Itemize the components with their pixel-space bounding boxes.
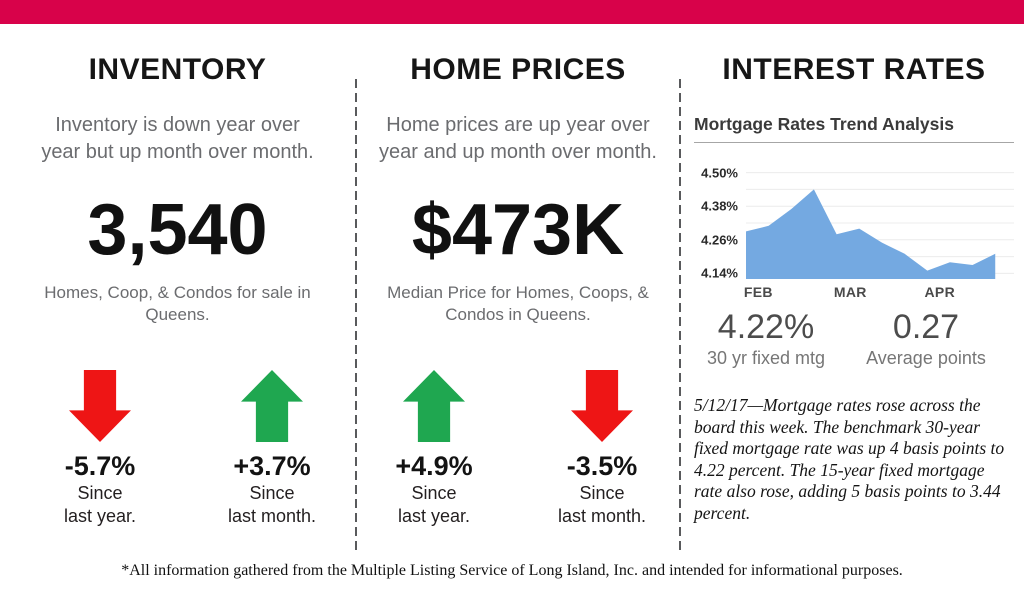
inventory-changes: -5.7% Since last year. +3.7% Since last … bbox=[0, 370, 355, 527]
down-arrow-icon bbox=[69, 370, 131, 442]
inventory-section: INVENTORY Inventory is down year over ye… bbox=[0, 24, 355, 554]
median-price: $473K bbox=[411, 190, 625, 270]
rate-value: 4.22% bbox=[717, 308, 815, 346]
change-period: Since last year. bbox=[397, 483, 471, 526]
column-divider bbox=[355, 79, 357, 552]
inventory-caption: Homes, Coop, & Condos for sale in Queens… bbox=[44, 283, 311, 324]
columns-container: INVENTORY Inventory is down year over ye… bbox=[0, 24, 1024, 554]
inventory-title: INVENTORY bbox=[88, 53, 267, 86]
x-tick-label: APR bbox=[924, 284, 955, 300]
rate-area-svg bbox=[746, 167, 1014, 279]
y-tick-label: 4.26% bbox=[701, 232, 738, 248]
change-value: +4.9% bbox=[395, 451, 473, 481]
rates-commentary: 5/12/17—Mortgage rates rose across the b… bbox=[694, 395, 1005, 523]
interest-rates-section: INTEREST RATES Mortgage Rates Trend Anal… bbox=[681, 24, 1024, 554]
change-value: -5.7% bbox=[64, 451, 136, 481]
inventory-subtitle: Inventory is down year over year but up … bbox=[41, 114, 314, 163]
change-period: Since last month. bbox=[227, 483, 317, 526]
home-prices-change-month: -3.5% Since last month. bbox=[527, 370, 677, 527]
rate-stat-points: 0.27 Average points bbox=[838, 307, 1014, 369]
y-tick-label: 4.14% bbox=[701, 265, 738, 281]
up-arrow-icon bbox=[241, 370, 303, 442]
market-report-page: INVENTORY Inventory is down year over ye… bbox=[0, 0, 1024, 579]
home-prices-change-year: +4.9% Since last year. bbox=[359, 370, 509, 527]
top-banner bbox=[0, 0, 1024, 24]
interest-rates-title: INTEREST RATES bbox=[722, 53, 986, 86]
inventory-count: 3,540 bbox=[87, 190, 268, 270]
home-prices-caption: Median Price for Homes, Coops, & Condos … bbox=[387, 283, 649, 324]
column-divider bbox=[679, 79, 681, 552]
chart-x-axis-row: FEB MAR APR bbox=[694, 279, 1014, 303]
rate-stats: 4.22% 30 yr fixed mtg 0.27 Average point… bbox=[694, 307, 1014, 369]
y-axis: 4.50% 4.38% 4.26% 4.14% bbox=[694, 165, 746, 281]
points-value: 0.27 bbox=[892, 308, 960, 346]
rate-label: 30 yr fixed mtg bbox=[706, 348, 826, 368]
change-period: Since last year. bbox=[63, 483, 137, 526]
home-prices-section: HOME PRICES Home prices are up year over… bbox=[357, 24, 679, 554]
change-value: -3.5% bbox=[566, 451, 638, 481]
y-tick-label: 4.38% bbox=[701, 198, 738, 214]
home-prices-changes: +4.9% Since last year. -3.5% Since last … bbox=[357, 370, 679, 527]
mortgage-rates-chart: Mortgage Rates Trend Analysis 4.50% 4.38%… bbox=[694, 114, 1014, 303]
change-value: +3.7% bbox=[233, 451, 311, 481]
chart-plot-area bbox=[746, 167, 1014, 279]
chart-plot-row: 4.50% 4.38% 4.26% 4.14% bbox=[694, 165, 1014, 281]
rate-area-series bbox=[746, 189, 996, 279]
down-arrow-icon bbox=[571, 370, 633, 442]
y-tick-label: 4.50% bbox=[701, 165, 738, 181]
x-tick-label: FEB bbox=[743, 284, 773, 300]
inventory-change-month: +3.7% Since last month. bbox=[197, 370, 347, 527]
x-axis-spacer bbox=[694, 279, 746, 303]
inventory-change-year: -5.7% Since last year. bbox=[25, 370, 175, 527]
footer-disclaimer: *All information gathered from the Multi… bbox=[121, 562, 903, 579]
x-axis: FEB MAR APR bbox=[743, 279, 1014, 303]
points-label: Average points bbox=[866, 348, 986, 368]
x-tick-label: MAR bbox=[833, 284, 867, 300]
change-period: Since last month. bbox=[557, 483, 647, 526]
chart-title: Mortgage Rates Trend Analysis bbox=[694, 114, 1014, 143]
home-prices-title: HOME PRICES bbox=[410, 53, 626, 86]
home-prices-subtitle: Home prices are up year over year and up… bbox=[379, 114, 657, 163]
rate-stat-30yr: 4.22% 30 yr fixed mtg bbox=[694, 307, 838, 369]
up-arrow-icon bbox=[403, 370, 465, 442]
